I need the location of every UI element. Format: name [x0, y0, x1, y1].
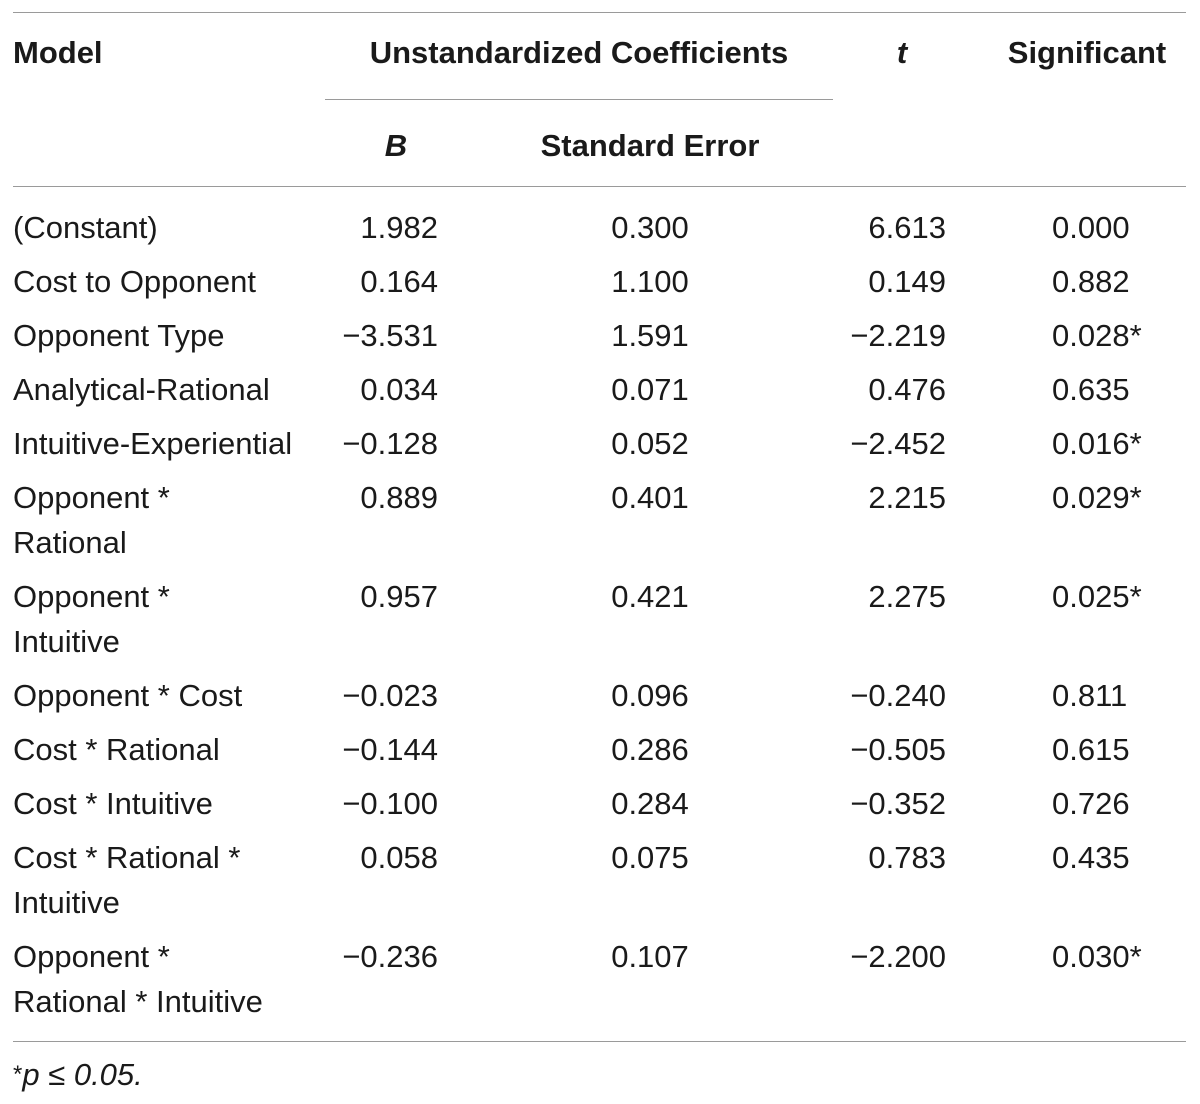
header-significant: Significant [1007, 35, 1167, 70]
coef-b-cell: −3.531 [342, 318, 438, 353]
model-label: Opponent Type [13, 318, 225, 353]
t-value-cell: 2.215 [868, 480, 946, 515]
model-label: Cost to Opponent [13, 264, 256, 299]
model-label: Rational * Intuitive [13, 984, 263, 1019]
significance-cell: 0.811 [1052, 678, 1128, 713]
t-value-cell: 2.275 [868, 579, 946, 614]
standard-error-cell: 0.421 [611, 579, 689, 614]
t-value-cell: −2.452 [850, 426, 946, 461]
model-label: (Constant) [13, 210, 158, 245]
coef-b-cell: −0.023 [342, 678, 438, 713]
t-value-cell: −2.219 [850, 318, 946, 353]
significance-cell: 0.028* [1052, 318, 1142, 353]
significance-cell: 0.615 [1052, 732, 1130, 767]
header-t: t [896, 35, 908, 70]
standard-error-cell: 1.591 [611, 318, 689, 353]
model-label: Intuitive [13, 885, 120, 920]
standard-error-cell: 1.100 [611, 264, 689, 299]
top-rule [13, 12, 1186, 13]
significance-cell: 0.726 [1052, 786, 1130, 821]
standard-error-cell: 0.286 [611, 732, 689, 767]
model-label: Opponent * [13, 480, 170, 515]
standard-error-cell: 0.096 [611, 678, 689, 713]
model-label: Cost * Rational [13, 732, 220, 767]
standard-error-cell: 0.071 [611, 372, 689, 407]
model-label: Cost * Rational * [13, 840, 241, 875]
significance-cell: 0.882 [1052, 264, 1130, 299]
t-value-cell: −0.352 [850, 786, 946, 821]
t-value-cell: 0.476 [868, 372, 946, 407]
t-value-cell: −2.200 [850, 939, 946, 974]
standard-error-cell: 0.401 [611, 480, 689, 515]
significance-cell: 0.000 [1052, 210, 1130, 245]
standard-error-cell: 0.300 [611, 210, 689, 245]
standard-error-cell: 0.284 [611, 786, 689, 821]
t-value-cell: −0.240 [850, 678, 946, 713]
model-label: Opponent * Cost [13, 678, 243, 713]
coef-b-cell: 0.889 [360, 480, 438, 515]
standard-error-cell: 0.107 [611, 939, 689, 974]
coef-b-cell: 0.058 [360, 840, 438, 875]
significance-cell: 0.435 [1052, 840, 1130, 875]
t-value-cell: 6.613 [868, 210, 946, 245]
model-label: Intuitive-Experiential [13, 426, 293, 461]
header-standard-error: Standard Error [540, 128, 760, 163]
model-label: Cost * Intuitive [13, 786, 213, 821]
coef-b-cell: 0.164 [360, 264, 438, 299]
footnote-star: * [13, 1061, 23, 1088]
coef-b-cell: −0.100 [342, 786, 438, 821]
t-value-cell: −0.505 [850, 732, 946, 767]
coef-b-cell: 0.034 [360, 372, 438, 407]
coef-b-cell: −0.128 [342, 426, 438, 461]
bottom-rule [13, 1041, 1186, 1042]
model-label: Opponent * [13, 939, 170, 974]
t-value-cell: 0.149 [868, 264, 946, 299]
standard-error-cell: 0.075 [611, 840, 689, 875]
significance-cell: 0.029* [1052, 480, 1142, 515]
coef-b-cell: −0.236 [342, 939, 438, 974]
subheader-rule [325, 99, 833, 100]
model-label: Opponent * [13, 579, 170, 614]
standard-error-cell: 0.052 [611, 426, 689, 461]
header-model: Model [13, 35, 103, 70]
model-label: Analytical-Rational [13, 372, 270, 407]
header-bottom-rule [13, 186, 1186, 187]
footnote-text: p ≤ 0.05. [22, 1057, 143, 1092]
coef-b-cell: −0.144 [342, 732, 438, 767]
significance-cell: 0.030* [1052, 939, 1142, 974]
significance-cell: 0.016* [1052, 426, 1142, 461]
coef-b-cell: 1.982 [360, 210, 438, 245]
header-b: B [384, 128, 408, 163]
t-value-cell: 0.783 [868, 840, 946, 875]
model-label: Intuitive [13, 624, 120, 659]
footnote: *p ≤ 0.05. [13, 1052, 143, 1097]
header-unstandardized-coefficients: Unstandardized Coefficients [369, 35, 789, 70]
significance-cell: 0.025* [1052, 579, 1142, 614]
coef-b-cell: 0.957 [360, 579, 438, 614]
model-label: Rational [13, 525, 127, 560]
significance-cell: 0.635 [1052, 372, 1130, 407]
